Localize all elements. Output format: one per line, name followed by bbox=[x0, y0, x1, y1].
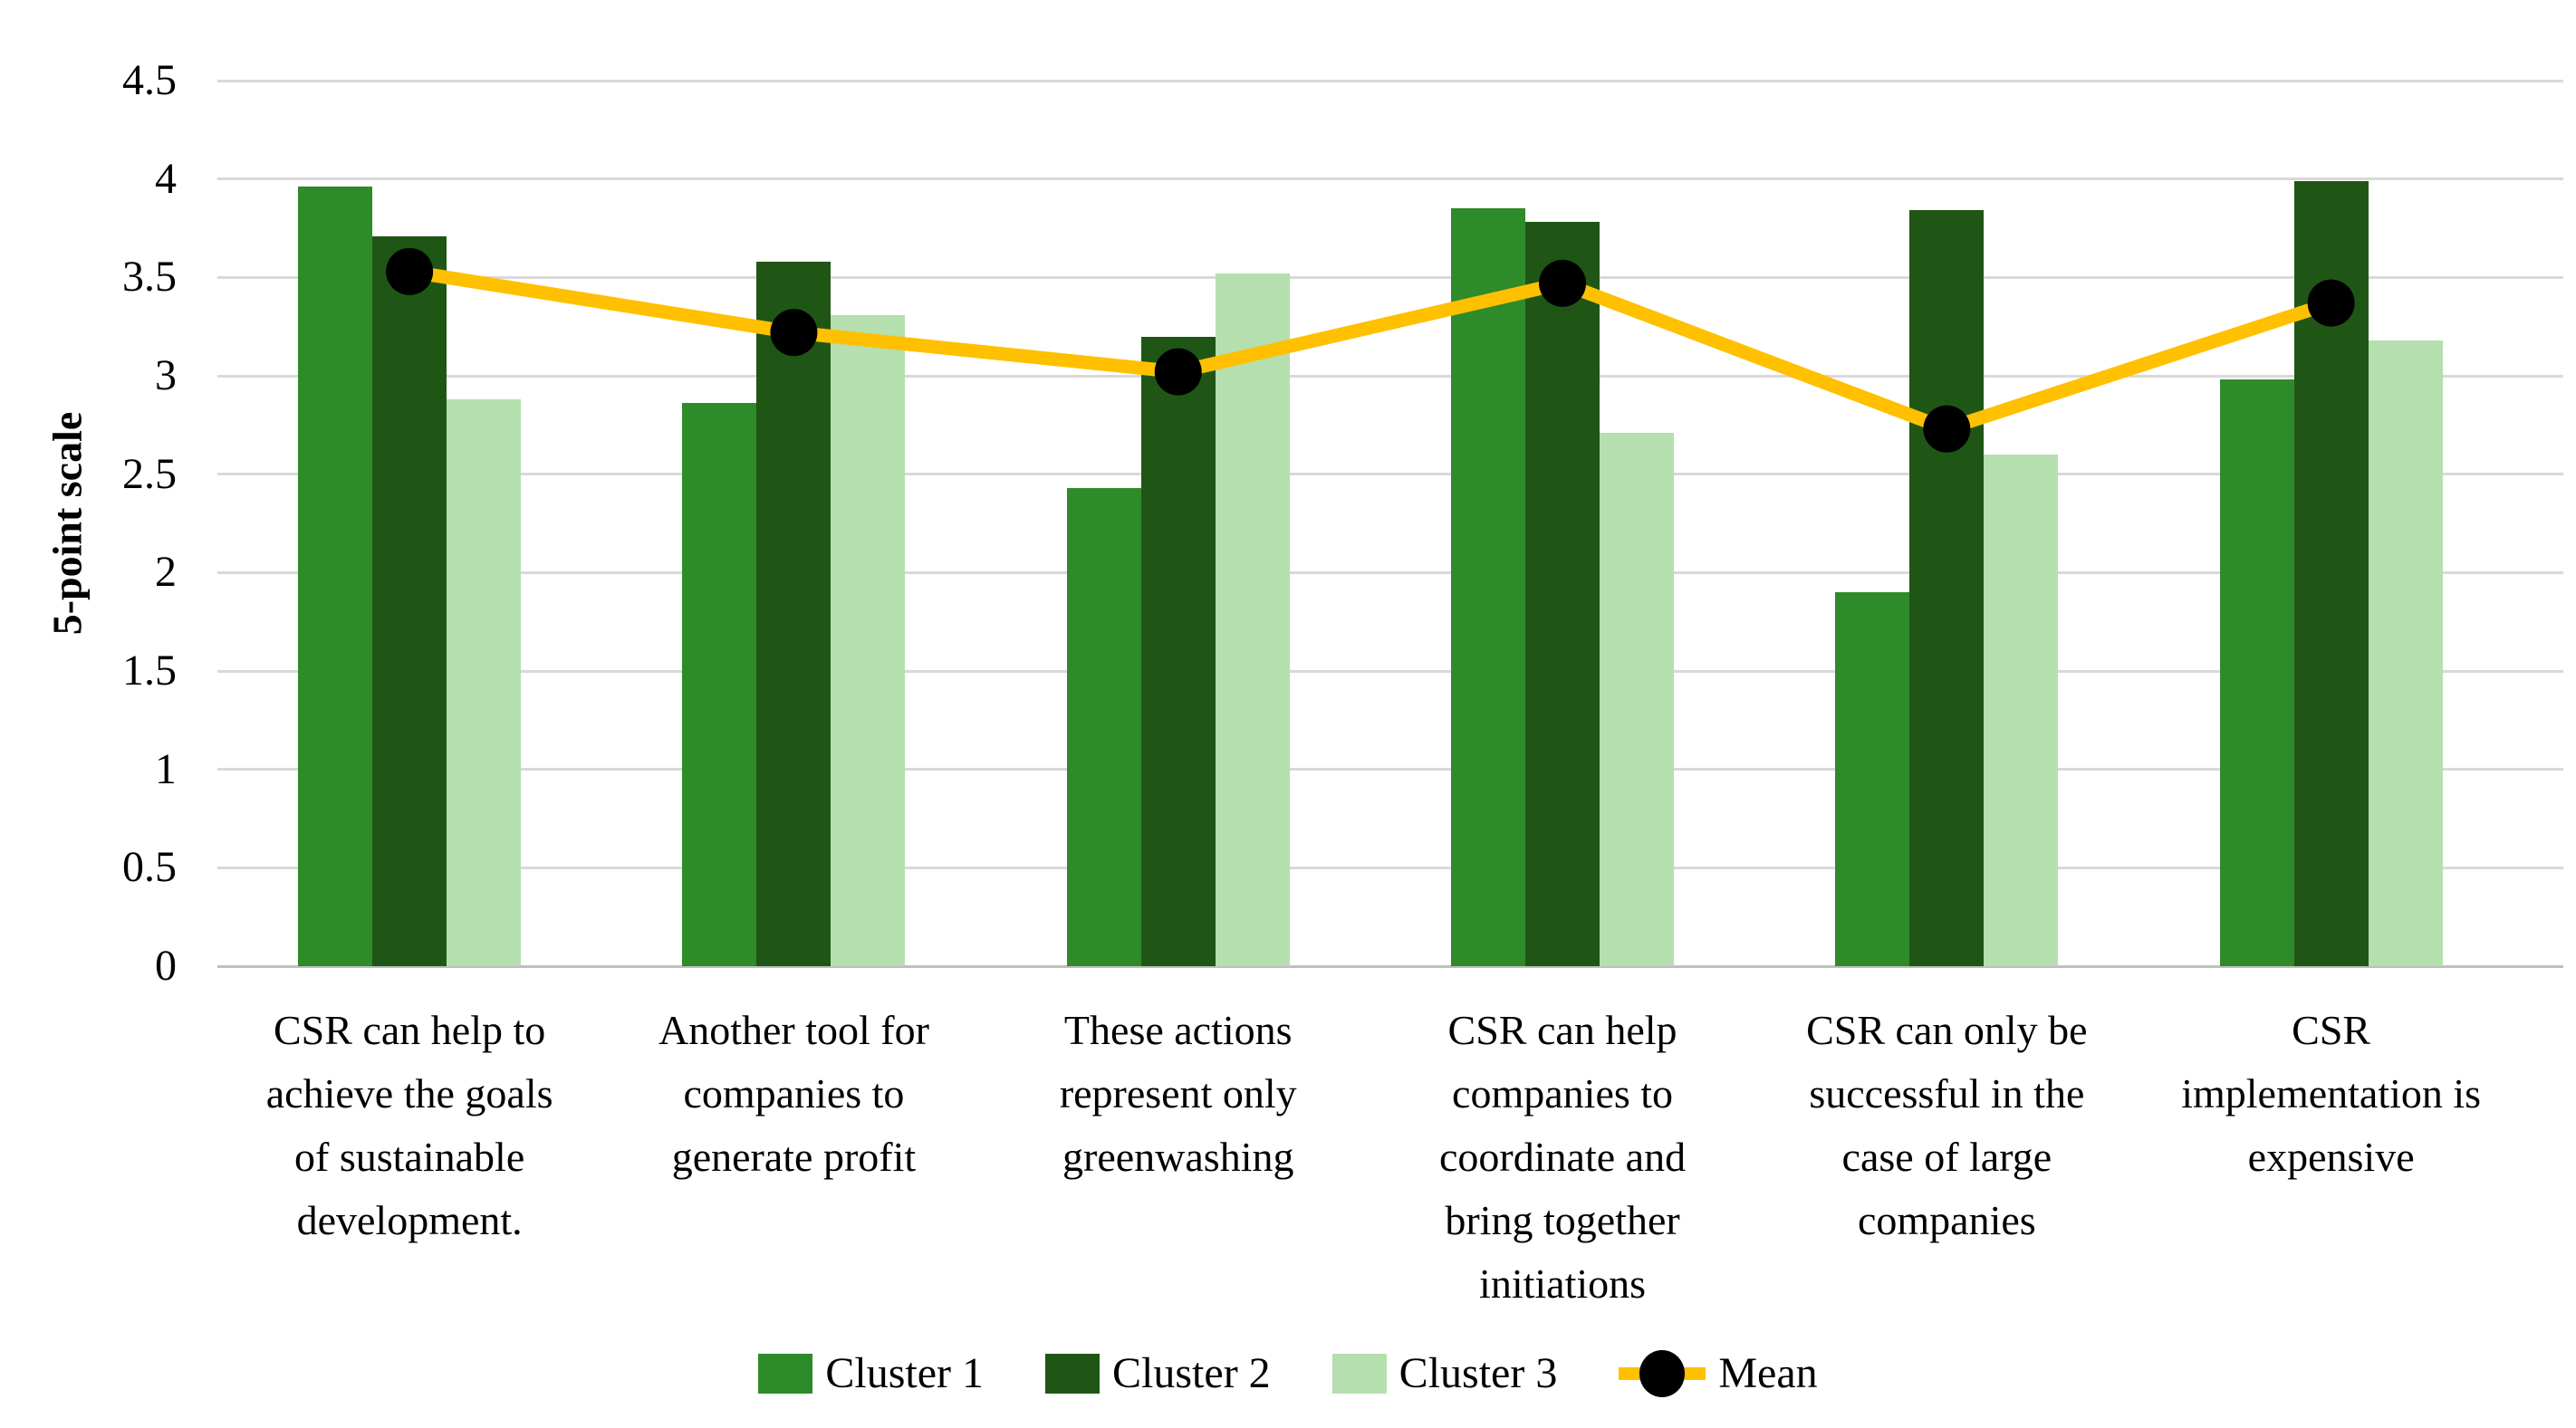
bar-cluster-2-group-2 bbox=[756, 261, 831, 966]
mean-point-group-3 bbox=[1154, 348, 1202, 396]
bar-cluster-1-group-2 bbox=[682, 403, 757, 966]
mean-point-group-6 bbox=[2307, 279, 2355, 327]
bar-cluster-1-group-5 bbox=[1835, 592, 1910, 966]
legend-swatch-cluster-1 bbox=[758, 1354, 813, 1394]
bar-cluster-1-group-1 bbox=[298, 187, 373, 966]
y-tick-label-1: 1 bbox=[155, 744, 177, 793]
mean-point-group-4 bbox=[1539, 259, 1587, 307]
bar-cluster-3-group-1 bbox=[447, 399, 522, 966]
chart-legend: Cluster 1 Cluster 2 Cluster 3 Mean bbox=[0, 1347, 2576, 1401]
gridline-1.5 bbox=[217, 669, 2563, 673]
bar-cluster-3-group-2 bbox=[831, 314, 906, 966]
gridline-3.5 bbox=[217, 275, 2563, 279]
bar-cluster-1-group-6 bbox=[2219, 379, 2294, 966]
legend-item-cluster-2: Cluster 2 bbox=[1045, 1349, 1271, 1398]
legend-label: Cluster 1 bbox=[825, 1349, 985, 1397]
legend-swatch-cluster-3 bbox=[1331, 1354, 1387, 1394]
bar-cluster-2-group-4 bbox=[1525, 222, 1600, 966]
gridline-2 bbox=[217, 570, 2563, 574]
y-tick-label-1.5: 1.5 bbox=[122, 647, 177, 695]
bar-cluster-2-group-1 bbox=[372, 235, 447, 966]
bar-cluster-3-group-3 bbox=[1215, 273, 1290, 966]
category-label-4: CSR can help companies to coordinate and… bbox=[1439, 1007, 1687, 1307]
legend-item-cluster-3: Cluster 3 bbox=[1331, 1349, 1558, 1398]
bar-cluster-1-group-4 bbox=[1451, 208, 1526, 966]
category-label-5: CSR can only be successful in the case o… bbox=[1806, 1007, 2088, 1243]
y-tick-label-3.5: 3.5 bbox=[122, 253, 177, 302]
y-tick-label-2: 2 bbox=[155, 548, 177, 597]
category-label-1: CSR can help to achieve the goals of sus… bbox=[265, 1007, 553, 1243]
mean-marker-icon bbox=[1619, 1347, 1706, 1401]
y-tick-label-4: 4 bbox=[155, 154, 177, 203]
gridline-0.5 bbox=[217, 866, 2563, 869]
gridline-4.5 bbox=[217, 79, 2563, 82]
y-tick-label-0: 0 bbox=[155, 942, 177, 990]
bar-cluster-3-group-5 bbox=[1984, 454, 2059, 966]
legend-label: Mean bbox=[1718, 1349, 1818, 1397]
category-label-3: These actions represent only greenwashin… bbox=[1059, 1007, 1297, 1180]
legend-label: Cluster 3 bbox=[1399, 1349, 1558, 1397]
category-label-2: Another tool for companies to generate p… bbox=[658, 1007, 929, 1180]
mean-point-group-5 bbox=[1923, 405, 1971, 453]
y-tick-label-2.5: 2.5 bbox=[122, 449, 177, 498]
category-label-6: CSR implementation is expensive bbox=[2181, 1007, 2482, 1180]
bar-cluster-1-group-3 bbox=[1066, 487, 1141, 966]
gridline-3 bbox=[217, 374, 2563, 378]
bar-cluster-2-group-5 bbox=[1909, 210, 1985, 966]
bar-cluster-3-group-4 bbox=[1600, 433, 1675, 966]
bar-cluster-2-group-3 bbox=[1140, 336, 1216, 966]
gridline-2.5 bbox=[217, 473, 2563, 476]
y-tick-label-4.5: 4.5 bbox=[122, 56, 177, 104]
mean-line bbox=[402, 264, 2339, 436]
y-tick-label-3: 3 bbox=[155, 351, 177, 399]
mean-point-group-1 bbox=[386, 247, 434, 295]
x-axis-line bbox=[217, 964, 2563, 968]
gridline-4 bbox=[217, 177, 2563, 181]
legend-item-cluster-1: Cluster 1 bbox=[758, 1349, 984, 1398]
legend-label: Cluster 2 bbox=[1112, 1349, 1271, 1397]
y-axis-title: 5-point scale bbox=[43, 411, 91, 636]
gridline-1 bbox=[217, 768, 2563, 772]
y-tick-label-0.5: 0.5 bbox=[122, 843, 177, 892]
mean-point-group-2 bbox=[770, 309, 818, 357]
bar-cluster-3-group-6 bbox=[2368, 340, 2443, 966]
mean-dot-swatch bbox=[1639, 1350, 1686, 1397]
legend-item-mean: Mean bbox=[1619, 1347, 1818, 1401]
legend-swatch-cluster-2 bbox=[1045, 1354, 1101, 1394]
